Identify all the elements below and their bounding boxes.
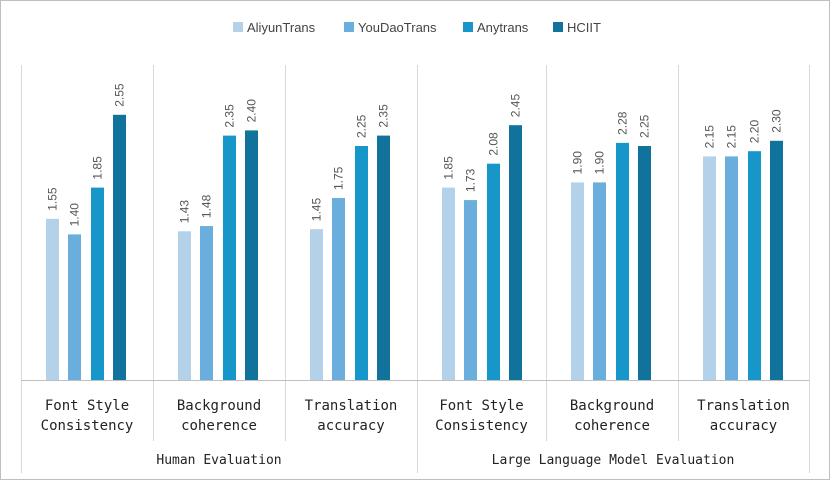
value-label: 2.30: [770, 109, 784, 133]
bar-anytrans: [616, 142, 629, 380]
bar-hciit: [638, 146, 651, 380]
value-label: 1.43: [178, 200, 192, 224]
category-label: Translation accuracy: [697, 398, 790, 434]
legend-label-hciit: HCIIT: [567, 20, 601, 35]
value-label: 2.15: [703, 125, 717, 149]
bar-aliyuntrans: [703, 156, 716, 380]
bar-youdaotrans: [332, 198, 345, 380]
bar-aliyuntrans: [178, 231, 191, 380]
value-label: 1.48: [200, 194, 214, 218]
bar-hciit: [245, 130, 258, 380]
bar-youdaotrans: [725, 156, 738, 380]
category-label: Font Style Consistency: [41, 398, 134, 434]
value-label: 1.55: [46, 187, 60, 211]
value-label: 1.73: [464, 168, 478, 192]
bar-youdaotrans: [68, 234, 81, 380]
bars: 1.55 1.40 1.85 2.55 1.43 1.48 2.35 2.40 1.45 1.75…: [46, 83, 784, 381]
legend-label-anytrans: Anytrans: [477, 20, 529, 35]
value-label: 1.85: [91, 156, 105, 180]
bar-hciit: [377, 135, 390, 380]
value-label: 2.55: [113, 83, 127, 107]
value-label: 1.75: [332, 166, 346, 190]
value-label: 2.15: [725, 125, 739, 149]
category-label: Background coherence: [177, 398, 261, 434]
legend: AliyunTrans YouDaoTrans Anytrans HCIIT: [233, 20, 601, 35]
bar-anytrans: [355, 146, 368, 380]
value-label: 1.45: [310, 198, 324, 222]
legend-label-aliyuntrans: AliyunTrans: [247, 20, 316, 35]
bar-hciit: [113, 114, 126, 381]
bar-youdaotrans: [200, 226, 213, 380]
bar-aliyuntrans: [442, 187, 455, 380]
bar-youdaotrans: [593, 182, 606, 380]
bar-anytrans: [487, 163, 500, 380]
category-labels: Font Style Consistency Background coherence…: [41, 398, 790, 434]
value-label: 1.85: [442, 156, 456, 180]
category-dividers: [21, 65, 810, 473]
bar-aliyuntrans: [46, 218, 59, 380]
legend-swatch-hciit: [553, 22, 563, 32]
category-label: Background coherence: [570, 398, 654, 434]
group-label: Human Evaluation: [156, 453, 281, 468]
value-label: 2.35: [223, 104, 237, 128]
value-label: 2.45: [509, 94, 523, 118]
bar-anytrans: [748, 151, 761, 380]
legend-swatch-youdaotrans: [344, 22, 354, 32]
value-label: 2.28: [616, 111, 630, 135]
value-label: 1.90: [593, 151, 607, 175]
value-label: 2.40: [245, 99, 259, 123]
value-label: 2.35: [377, 104, 391, 128]
value-label: 2.08: [487, 132, 501, 156]
value-label: 1.90: [571, 151, 585, 175]
bar-youdaotrans: [464, 200, 477, 380]
category-label: Translation accuracy: [305, 398, 398, 434]
group-label: Large Language Model Evaluation: [492, 453, 735, 468]
bar-hciit: [770, 140, 783, 380]
value-label: 2.25: [638, 114, 652, 138]
bar-hciit: [509, 125, 522, 380]
bar-aliyuntrans: [310, 229, 323, 380]
value-label: 2.20: [748, 120, 762, 144]
legend-label-youdaotrans: YouDaoTrans: [358, 20, 437, 35]
bar-anytrans: [223, 135, 236, 380]
legend-swatch-anytrans: [463, 22, 473, 32]
bar-aliyuntrans: [571, 182, 584, 380]
value-label: 1.40: [68, 203, 82, 227]
bar-anytrans: [91, 187, 104, 380]
value-label: 2.25: [355, 114, 369, 138]
category-label: Font Style Consistency: [435, 398, 528, 434]
legend-swatch-aliyuntrans: [233, 22, 243, 32]
